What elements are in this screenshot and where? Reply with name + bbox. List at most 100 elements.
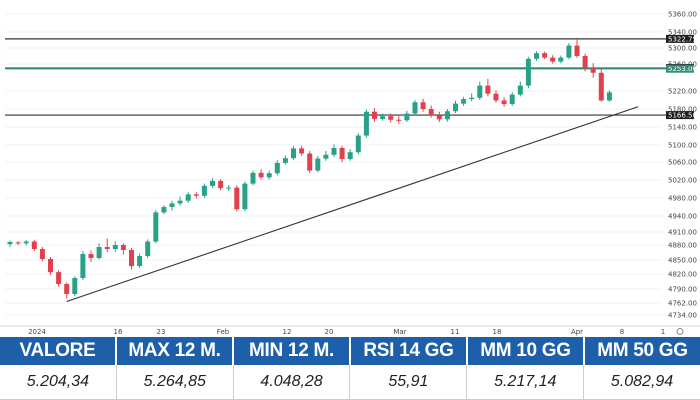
- candle-body: [558, 57, 564, 62]
- candle-body: [137, 256, 143, 267]
- candle-body: [469, 97, 475, 100]
- trendline: [66, 106, 639, 303]
- support-trendline: [66, 106, 639, 303]
- header-mm-10gg: MM 10 GG: [468, 337, 585, 365]
- grid: [5, 13, 662, 316]
- value-min-12m: 4.048,28: [233, 365, 351, 400]
- candle-body: [282, 158, 288, 163]
- candle-body: [7, 241, 13, 245]
- value-mm-10gg: 5.217,14: [467, 365, 585, 400]
- x-tick-label: 18: [493, 328, 502, 336]
- candle-body: [372, 111, 377, 119]
- candle-body: [266, 173, 272, 178]
- y-tick-label: 4734.00: [668, 312, 697, 320]
- level-label: 5166.50: [668, 112, 697, 120]
- candle-body: [517, 85, 523, 95]
- x-tick-label: 11: [451, 328, 460, 336]
- x-tick-label: 16: [114, 328, 123, 336]
- y-tick-label: 5360.00: [668, 11, 697, 19]
- y-tick-label: 4820.00: [668, 271, 697, 279]
- level-label: 5322.75: [668, 35, 697, 43]
- candle-body: [323, 154, 329, 159]
- candle-body: [274, 162, 280, 174]
- x-tick-label: 2024: [28, 328, 46, 336]
- y-tick-label: 4790.00: [668, 286, 697, 294]
- x-tick-label: Mar: [393, 328, 406, 336]
- value-mm-50gg: 5.082,94: [584, 365, 700, 400]
- candle-body: [453, 103, 458, 112]
- axis-settings-icon: [676, 328, 684, 335]
- candle-body: [48, 259, 53, 273]
- candle-body: [485, 85, 491, 94]
- candle-body: [96, 247, 102, 258]
- y-tick-label: 5180.00: [668, 106, 697, 114]
- candle-body: [226, 187, 232, 189]
- candle-body: [428, 109, 434, 116]
- candle-body: [493, 93, 499, 101]
- candle-body: [80, 254, 86, 278]
- candle-body: [104, 247, 110, 249]
- stats-value-row: 5.204,34 5.264,85 4.048,28 55,91 5.217,1…: [0, 365, 700, 400]
- candle-body: [590, 68, 596, 73]
- candle-body: [542, 53, 548, 58]
- candle-body: [145, 241, 151, 256]
- x-tick-label: 8: [620, 328, 624, 336]
- candle-body: [363, 111, 369, 136]
- level-label-bg: [666, 111, 694, 120]
- candle-body: [307, 153, 313, 171]
- y-tick-label: 5100.00: [668, 142, 697, 150]
- candle-body: [355, 135, 361, 153]
- candle-body: [242, 183, 248, 210]
- y-axis: 5360.00 5340.00 5300.00 5260.00 5220.00 5180.…: [668, 11, 697, 320]
- stats-table: VALORE MAX 12 M. MIN 12 M. RSI 14 GG MM …: [0, 337, 700, 400]
- y-tick-label: 4762.00: [668, 300, 697, 308]
- x-tick-label: 12: [283, 328, 292, 336]
- candle-body: [177, 200, 183, 204]
- candle-body: [39, 249, 45, 259]
- candle-body: [56, 272, 62, 284]
- candle-body: [15, 242, 21, 244]
- candle-body: [509, 94, 515, 105]
- value-rsi-14gg: 55,91: [350, 365, 468, 400]
- candle-body: [169, 203, 175, 207]
- y-tick-label: 5260.00: [668, 61, 697, 69]
- candle-body: [88, 254, 94, 258]
- x-tick-label: 20: [325, 328, 334, 336]
- header-rsi-14gg: RSI 14 GG: [351, 337, 468, 365]
- candle-body: [120, 245, 126, 250]
- x-tick-label: 23: [157, 328, 166, 336]
- header-mm-50gg: MM 50 GG: [585, 337, 700, 365]
- y-tick-label: 5220.00: [668, 88, 697, 96]
- candle-body: [420, 102, 426, 109]
- candle-body: [201, 185, 207, 196]
- candle-body: [218, 180, 224, 189]
- candle-body: [436, 115, 442, 120]
- candle-body: [129, 250, 134, 267]
- candle-body: [550, 57, 556, 62]
- candle-body: [525, 58, 531, 86]
- x-tick-label: Apr: [571, 328, 583, 336]
- candle-body: [606, 92, 612, 101]
- candle-body: [72, 278, 78, 294]
- x-axis: 2024 16 23 Feb 12 20 Mar 11 18 Apr 8 1: [0, 325, 700, 336]
- candle-body: [258, 172, 264, 178]
- candle-body: [444, 111, 450, 120]
- candle-body: [582, 56, 588, 69]
- y-tick-label: 5020.00: [668, 177, 697, 185]
- candle-body: [598, 72, 604, 101]
- y-tick-label: 5140.00: [668, 124, 697, 132]
- candle-body: [234, 187, 240, 210]
- candle-body: [299, 148, 305, 154]
- candle-body: [331, 147, 337, 155]
- y-tick-label: 4910.00: [668, 229, 697, 237]
- value-valore: 5.204,34: [0, 365, 117, 400]
- x-tick-label: 1: [661, 328, 665, 336]
- y-tick-label: 4850.00: [668, 257, 697, 265]
- candle-body: [534, 53, 539, 59]
- candle-body: [315, 158, 321, 171]
- level-label-bg: [666, 64, 694, 73]
- candle-body: [477, 85, 483, 98]
